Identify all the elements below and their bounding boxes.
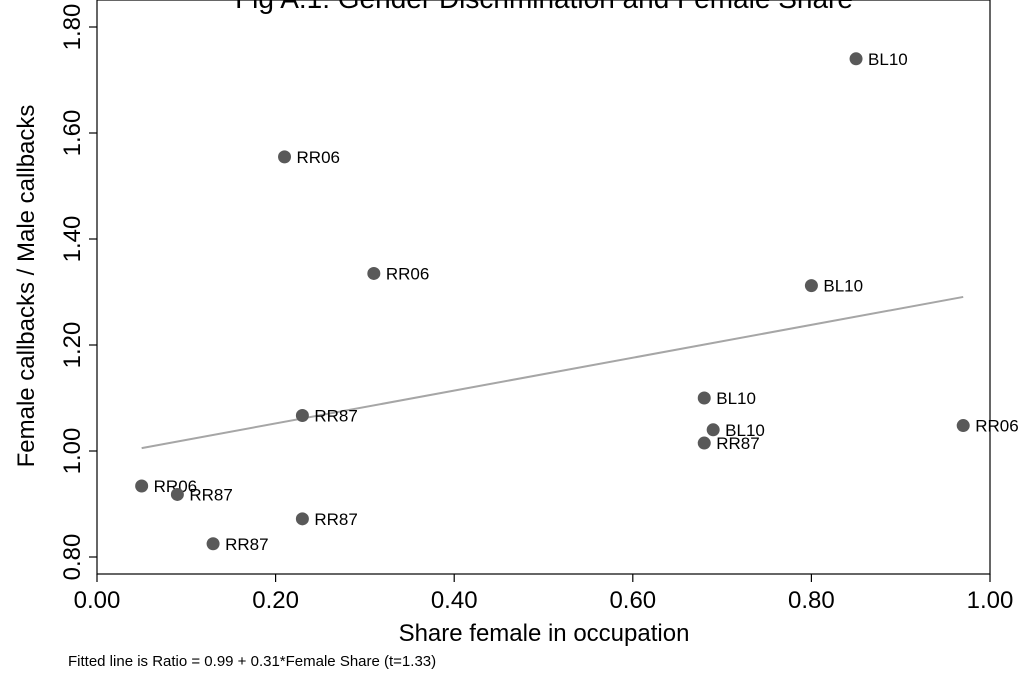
y-axis: 0.80 1.00 1.20 1.40 1.60 1.80 [59, 4, 97, 581]
data-point-label: RR87 [716, 434, 759, 453]
data-point-label: RR06 [975, 417, 1018, 436]
data-point-label: RR87 [314, 510, 357, 529]
data-point [956, 419, 970, 433]
plot-frame [96, 0, 991, 575]
y-tick-label: 1.40 [59, 216, 86, 263]
data-point [278, 150, 292, 164]
data-point [367, 266, 381, 280]
data-point [135, 479, 149, 493]
x-tick-label: 0.40 [431, 587, 478, 614]
data-point [804, 279, 818, 293]
data-point [697, 436, 711, 450]
data-point [206, 537, 220, 551]
x-tick-label: 1.00 [967, 587, 1014, 614]
y-tick-label: 1.20 [59, 322, 86, 369]
x-tick-label: 0.00 [74, 587, 121, 614]
x-tick-label: 0.20 [252, 587, 299, 614]
data-point-label: RR06 [297, 148, 340, 167]
x-tick-label: 0.80 [788, 587, 835, 614]
fit-note: Fitted line is Ratio = 0.99 + 0.31*Femal… [68, 653, 437, 670]
y-tick-label: 1.00 [59, 428, 86, 475]
data-point [170, 487, 184, 501]
data-point-label: BL10 [868, 50, 908, 69]
y-axis-title: Female callbacks / Male callbacks [13, 105, 40, 468]
x-axis-title: Share female in occupation [399, 620, 690, 647]
data-point-label: BL10 [823, 277, 863, 296]
y-tick-label: 1.80 [59, 4, 86, 51]
y-tick-label: 1.60 [59, 110, 86, 157]
data-point [706, 423, 720, 437]
x-axis: 0.00 0.20 0.40 0.60 0.80 1.00 [74, 574, 1014, 614]
data-point-label: RR87 [314, 406, 357, 425]
data-point-label: BL10 [725, 421, 765, 440]
y-tick-label: 0.80 [59, 534, 86, 581]
data-point-label: RR06 [386, 264, 429, 283]
fitted-line [141, 295, 964, 450]
data-point-label: BL10 [716, 389, 756, 408]
data-point-label: RR87 [225, 535, 268, 554]
data-point [295, 408, 309, 422]
data-point-label: RR06 [154, 477, 197, 496]
chart-title: Fig A.1: Gender Discrimination and Femal… [235, 0, 853, 14]
data-point [849, 52, 863, 66]
data-point [697, 391, 711, 405]
data-point-label: RR87 [189, 485, 232, 504]
x-tick-label: 0.60 [609, 587, 656, 614]
data-points: BL10RR06RR06BL10BL10RR06BL10RR87RR87RR06… [135, 50, 1019, 554]
data-point [295, 512, 309, 526]
